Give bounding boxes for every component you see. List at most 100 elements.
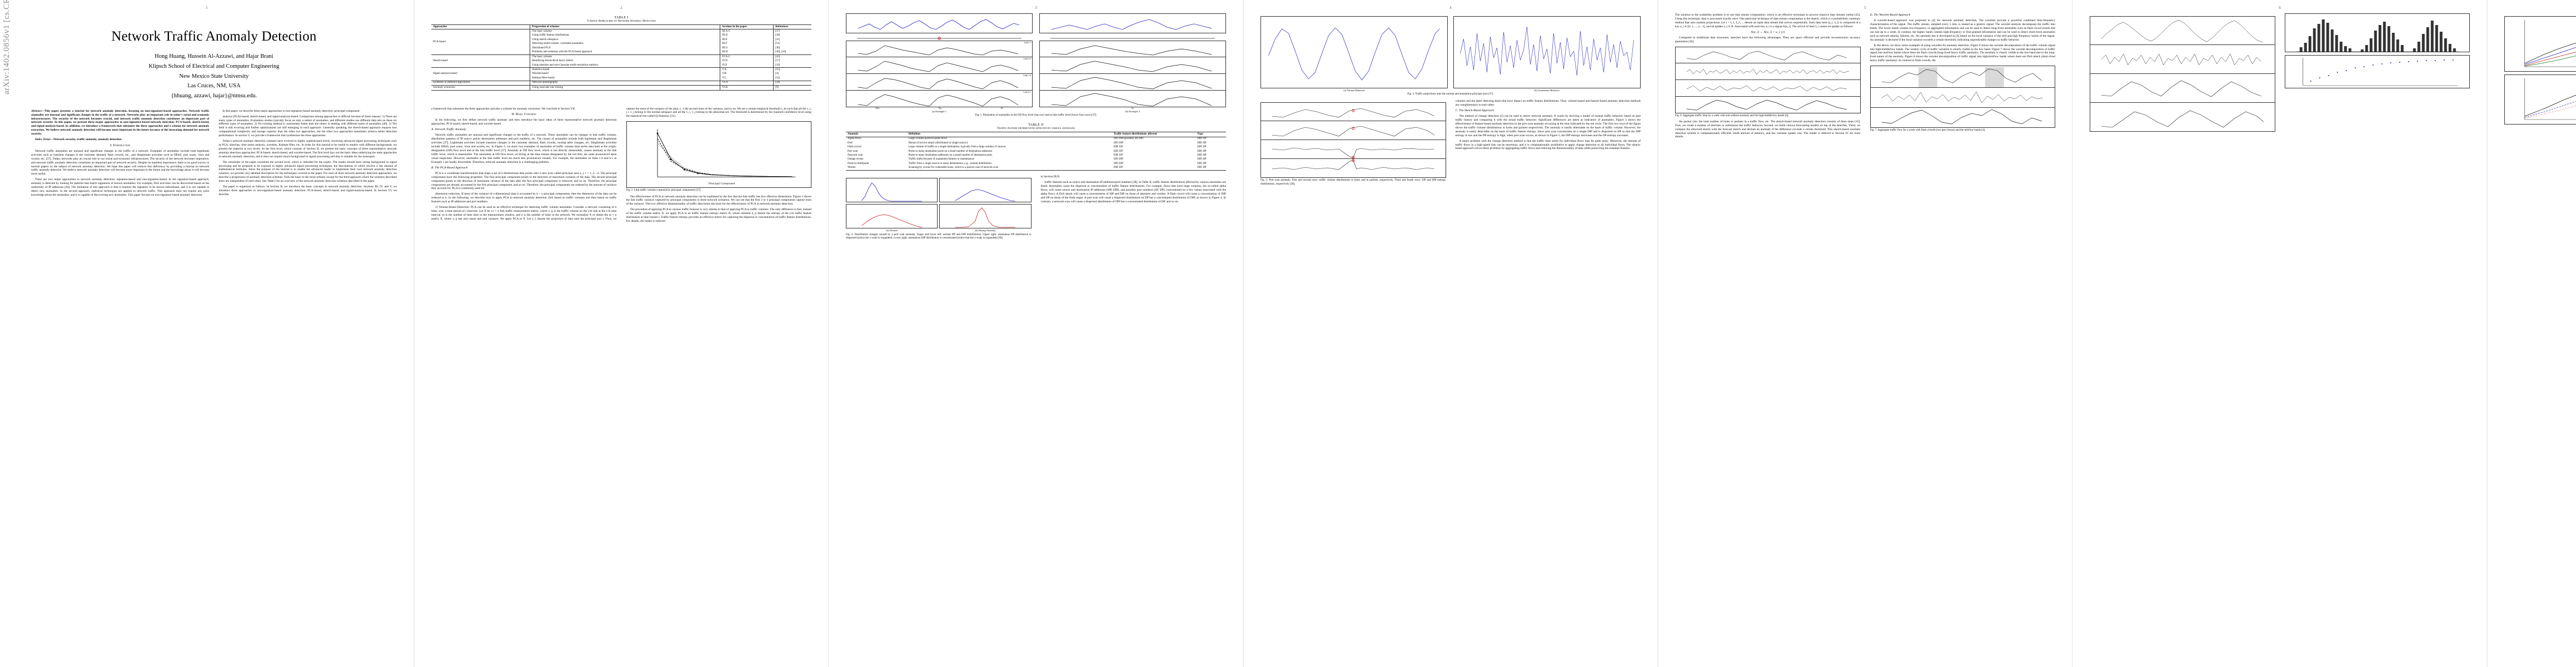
table-cell-reference: [49], [10] xyxy=(773,50,811,55)
fig5-row-dip-entropy xyxy=(1260,159,1446,178)
table-1-col-schemes: Progression of schemes xyxy=(530,24,720,30)
section-heading-introduction: I. Introduction xyxy=(110,143,131,147)
figure-10 xyxy=(2284,55,2470,88)
table-cell-scheme: The basic scheme xyxy=(530,54,720,59)
author-email: {hhuang, azzawi, hajar}@nmsu.edu. xyxy=(171,93,257,99)
table-1-block: TABLE I Various Approaches to Network An… xyxy=(431,16,811,91)
intro-paragraph-2: There are two major approaches to networ… xyxy=(31,178,210,197)
page-number: 5 xyxy=(1864,6,1866,10)
table-cell-features: DIP, DP xyxy=(1113,154,1123,157)
figure-4-caption: Fig. 4. Distribution changes caused by a… xyxy=(846,233,1032,240)
x-tick-fri: Fri xyxy=(1131,107,1134,109)
figure-4-panels: (a) Normal (b) During Anomaly xyxy=(846,178,1032,232)
page2-para-4: PCA is a coordinate transformation that … xyxy=(431,171,617,191)
x-tick-wed: Wed xyxy=(875,107,879,109)
table-cell-reference: [41] xyxy=(773,38,811,42)
page-divider xyxy=(1657,0,1658,667)
pdf-page-7[interactable]: 7 xyxy=(2488,0,2576,667)
table-cell-anomaly: Outage events xyxy=(848,158,864,161)
page5-para-4: A wavelet-based approach was proposed in… xyxy=(1870,19,2056,42)
table-row: Distributed PCA III.G [30] xyxy=(431,46,811,51)
figure-2: Principal Component Fig. 2. Link traffic… xyxy=(626,121,811,192)
fig8-row-c xyxy=(2090,74,2275,103)
fig7-row-low xyxy=(1870,108,2055,128)
subsection-heading-network-traffic-anomaly: A. Network Traffic Anomaly xyxy=(431,128,466,132)
anomaly-marker-row-2 xyxy=(1039,36,1226,41)
table-2-col-anomaly: Anomaly xyxy=(846,132,907,137)
table-row: Problems and solutions with the PCA-base… xyxy=(431,50,811,55)
fig9-histogram xyxy=(2284,13,2470,52)
link-plot-2-c xyxy=(1039,74,1226,91)
table-cell-section: IV.D xyxy=(720,59,774,63)
figure-7: Fig. 7. Aggregate traffic flow for a wee… xyxy=(1870,66,2055,132)
table-cell-section: IV.A-C xyxy=(720,54,774,59)
fig8-row-d xyxy=(2090,103,2275,132)
table-row: Signal-analysis-based Statistics-based V.A… xyxy=(431,67,811,81)
fig7-row-original xyxy=(1870,66,2055,88)
table-cell-type: DIP, DP xyxy=(1197,146,1207,149)
table-cell-definition: Traffic shifts because of equipment fail… xyxy=(908,158,975,161)
page-number: 3 xyxy=(1035,6,1037,10)
figure-3-sublabel-a: (a) Normal Behavior xyxy=(1343,89,1365,92)
page-number: 6 xyxy=(2279,6,2281,10)
dp-normal-plot xyxy=(846,178,938,203)
pdf-page-2[interactable]: 2 TABLE I Various Approaches to Network … xyxy=(415,0,828,667)
table-cell-features: DIP, DP xyxy=(1113,146,1123,149)
page4-para-1: volumes and the latter detecting those t… xyxy=(1455,99,1641,107)
index-terms-text: —Network security, traffic anomaly, anom… xyxy=(50,138,122,142)
table-row: Sketch-based The basic scheme IV.A-C [45] xyxy=(431,54,811,68)
table-cell-section: V.C xyxy=(720,76,774,81)
table-cell-type: DIP, DP xyxy=(1195,166,1226,171)
table-cell-scheme: Network anomography xyxy=(530,80,720,86)
table-cell-reference: [9] xyxy=(773,85,811,91)
table-cell-scheme: Statistics-based xyxy=(530,67,720,72)
table-row: DoS Denial of service attack (distributed… xyxy=(846,141,1226,145)
page4-para-3: A major problem with the change detectio… xyxy=(1455,139,1641,151)
figure-4: (a) Normal (b) During Anomaly Fig. 4. Di… xyxy=(846,178,1032,240)
figure-3-panels: (a) Normal Behavior (b) Anomalous Behavi… xyxy=(1260,16,1641,92)
link-label-d-f: Link d-f xyxy=(1023,57,1031,60)
pdf-page-1[interactable]: 1 arXiv:1402.0856v1 [cs.CR] 4 Feb 2014 N… xyxy=(0,0,413,667)
table-cell-features: SIP, DIP xyxy=(1113,162,1124,165)
fig10-scatter xyxy=(2284,55,2470,88)
section-heading-basic-concepts: II. Basic Concepts xyxy=(511,112,536,117)
table-cell-approach: Synthesis of different approaches xyxy=(431,80,530,86)
figure-1-sublabel-a: (a) Example 1 xyxy=(931,110,947,113)
table-cell-section: III.G xyxy=(720,46,774,51)
page5-para-5: In the above, we show some examples of u… xyxy=(1870,43,2056,63)
pdf-page-4[interactable]: 4 (a) Normal Behavior (b) Anomalous Beha… xyxy=(1244,0,1657,667)
pdf-page-3[interactable]: 3 Link f-i Link d-f xyxy=(829,0,1243,667)
table-cell-section: V.A xyxy=(720,67,774,72)
table-cell-scheme: Distributed PCA xyxy=(530,46,720,51)
od-flow-plot-1 xyxy=(846,13,1033,33)
intro-paragraph-7: The paper is organized as follows. In Se… xyxy=(218,185,397,196)
link-plot-2-d xyxy=(1039,91,1226,107)
table-row: Worms Scanning by worms for vulnerable ho… xyxy=(846,166,1226,171)
pdf-page-6[interactable]: 6 xyxy=(2073,0,2487,667)
table-row: Identifying hierarchical heavy hitters IV… xyxy=(431,59,811,63)
figure-1-caption: Fig. 1. Illustration of anomalies at the… xyxy=(975,114,1097,117)
normal-projection-plot xyxy=(1260,16,1448,88)
table-2-block: TABLE II Traffic feature distributions a… xyxy=(846,123,1226,171)
table-row: Wavelet-based V.B [4] xyxy=(431,72,811,77)
subsection-heading-pca-approach: B. The PCA-Based Approach xyxy=(431,166,468,170)
table-cell-anomaly: Point-to-multipoint xyxy=(848,162,869,165)
table-cell-approach: Signal-analysis-based xyxy=(431,67,530,81)
table-cell-reference: [4] xyxy=(773,72,811,77)
anomaly-marker-row-1 xyxy=(846,36,1033,41)
table-row: Anomaly extraction Using associate rule m… xyxy=(431,85,811,91)
pdf-page-5[interactable]: 5 The solution to the scalability proble… xyxy=(1658,0,2072,667)
table-cell-anomaly: Alpha flows xyxy=(848,137,861,141)
page-divider xyxy=(2072,0,2073,667)
table-cell-features: DIP, DP xyxy=(1112,166,1196,171)
abstract-text: —This paper presents a tutorial for netw… xyxy=(31,109,210,136)
figure-3: (a) Normal Behavior (b) Anomalous Behavi… xyxy=(1260,16,1641,96)
table-row-header: Approaches Progression of schemes Sectio… xyxy=(431,24,811,30)
fig11-multiline xyxy=(2504,16,2576,72)
figure-3-anomalous: (b) Anomalous Behavior xyxy=(1453,16,1641,92)
affiliation-university: New Mexico State University xyxy=(179,73,249,79)
table-cell-definition: Large-volume point-to-point flows xyxy=(908,137,948,141)
table-cell-scheme: Wavelet-based xyxy=(530,72,720,77)
page4-para-2: The method of change detection [2] can b… xyxy=(1455,115,1641,137)
